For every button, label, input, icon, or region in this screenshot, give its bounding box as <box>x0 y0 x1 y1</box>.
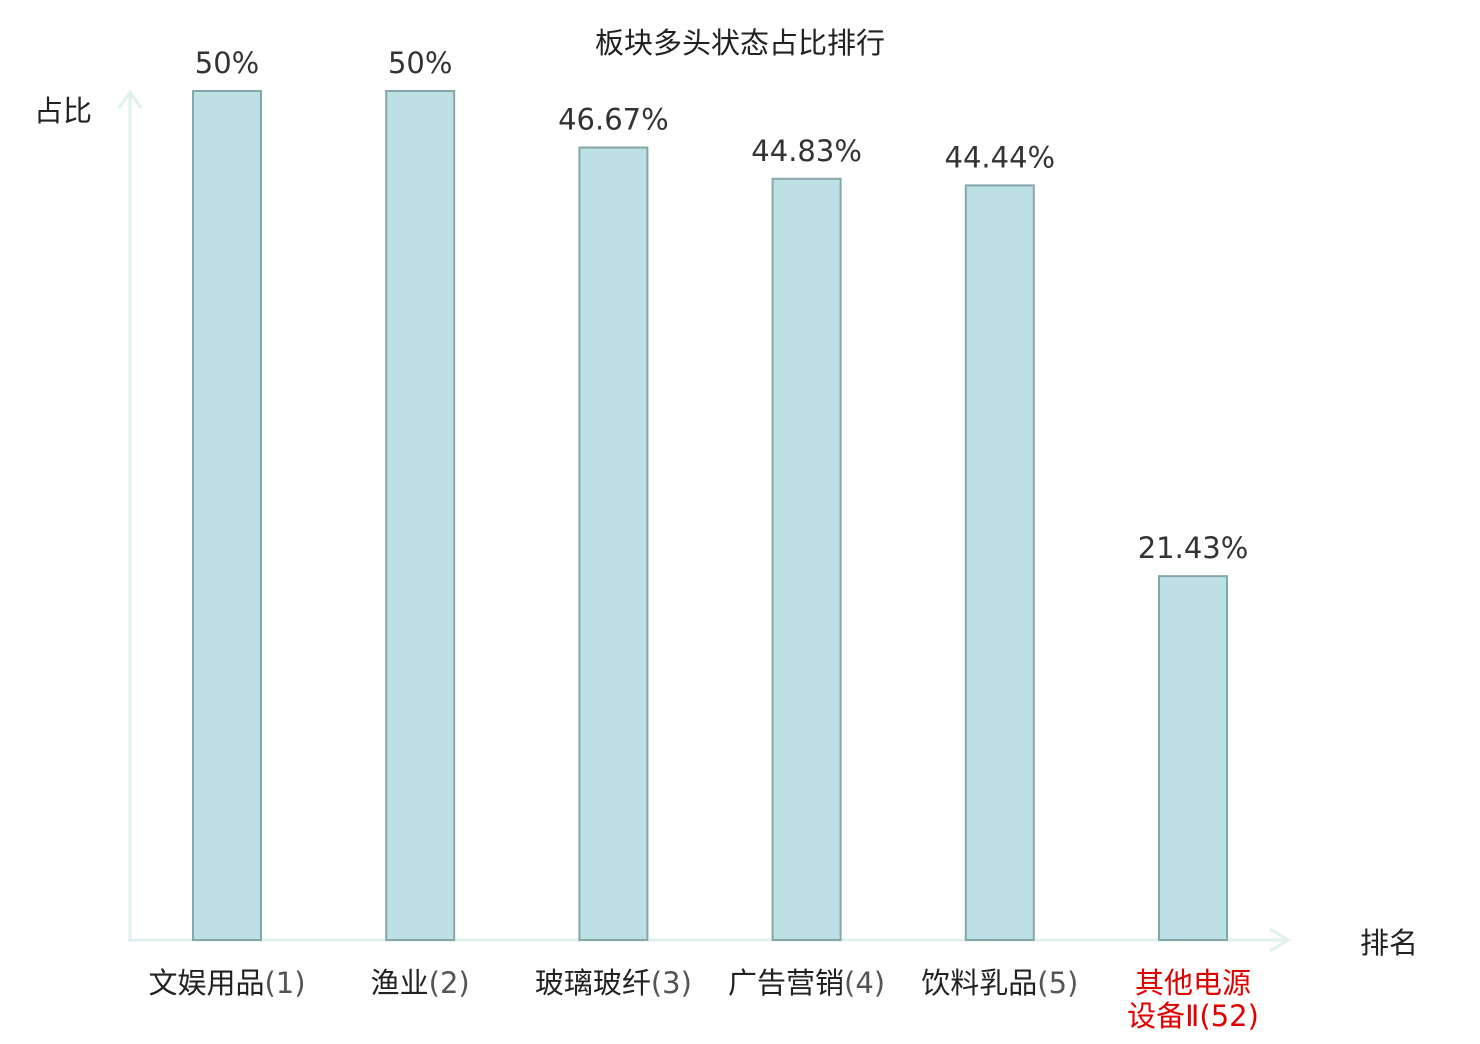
bar-value-label: 44.44% <box>945 140 1056 174</box>
axes <box>117 89 1291 953</box>
bar-value-label: 50% <box>388 46 452 80</box>
bar <box>1158 575 1228 941</box>
x-tick-labels: 文娱用品(1) 渔业(2) 玻璃玻纤(3) 广告营销(4) 饮料乳品(5) 其他电源设备Ⅱ… <box>148 966 1258 1033</box>
x-tick-label-name: 广告营销 <box>728 966 844 1000</box>
bars <box>192 90 1228 941</box>
x-tick-label: 渔业(2) <box>371 966 470 1000</box>
x-axis-label: 排名 <box>1360 926 1418 960</box>
bar-value-label: 44.83% <box>751 134 862 168</box>
x-tick-label: 广告营销(4) <box>728 966 885 1000</box>
x-tick-label-name: 渔业 <box>371 966 429 1000</box>
bar-value-label: 50% <box>195 46 259 80</box>
x-tick-label-name: 饮料乳品 <box>921 966 1037 1000</box>
x-tick-label-name: 设备Ⅱ <box>1127 999 1199 1033</box>
bar-value-label: 21.43% <box>1138 531 1249 565</box>
value-labels: 50% 50% 46.67% 44.83% 44.44% 21.43% <box>195 46 1249 565</box>
x-tick-label: 饮料乳品(5) <box>921 966 1078 1000</box>
x-tick-rank: (52) <box>1199 999 1259 1033</box>
bar <box>385 90 456 941</box>
bar <box>578 146 649 941</box>
x-tick-label: 玻璃玻纤(3) <box>535 966 692 1000</box>
x-tick-rank: (3) <box>651 966 692 1000</box>
x-tick-label-name: 玻璃玻纤 <box>535 966 651 1000</box>
bar <box>192 90 262 941</box>
x-tick-rank: (1) <box>264 966 305 1000</box>
x-tick-label: 其他电源 <box>1135 966 1251 1000</box>
bar <box>964 184 1035 941</box>
x-tick-label: 设备Ⅱ(52) <box>1127 999 1259 1033</box>
bar-value-label: 46.67% <box>558 103 669 137</box>
x-tick-label: 文娱用品(1) <box>148 966 305 1000</box>
x-tick-rank: (5) <box>1037 966 1078 1000</box>
bar <box>771 177 842 941</box>
x-axis-arrow <box>1269 927 1291 953</box>
x-tick-rank: (2) <box>429 966 470 1000</box>
x-tick-rank: (4) <box>844 966 885 1000</box>
x-tick-label-name: 文娱用品 <box>148 966 264 1000</box>
y-axis-label: 占比 <box>34 94 92 128</box>
y-axis-arrow <box>117 89 143 109</box>
chart-title: 板块多头状态占比排行 <box>595 26 885 60</box>
